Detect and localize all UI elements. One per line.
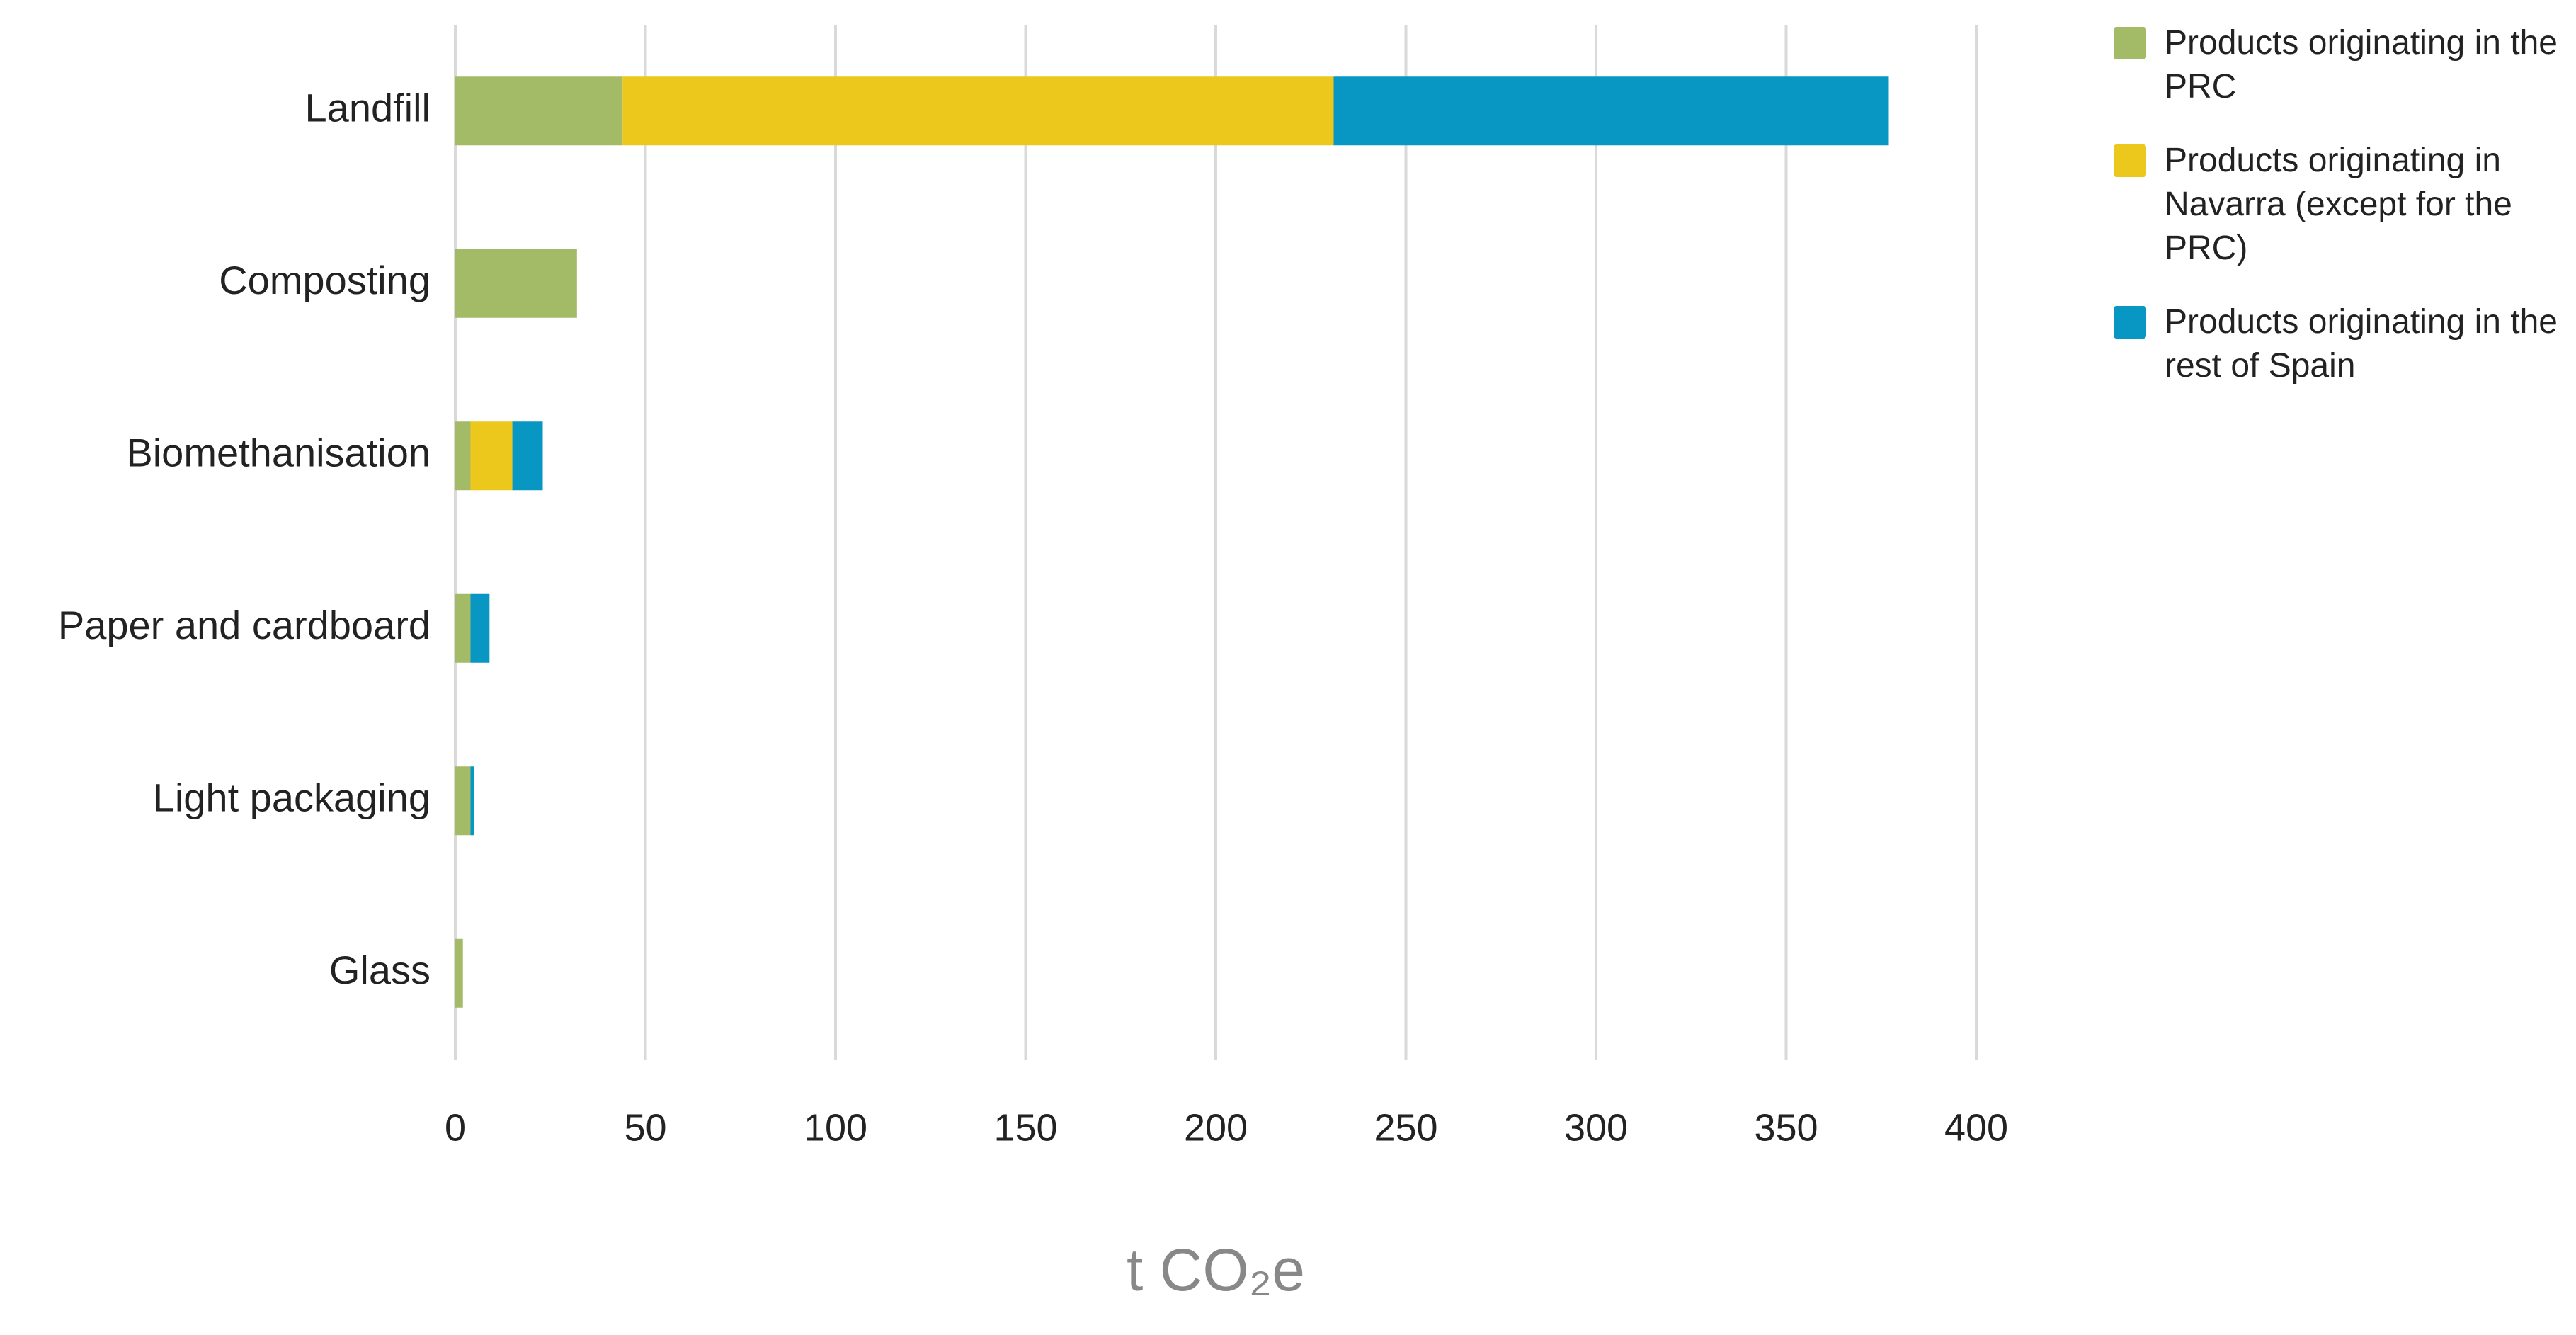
legend-item: Products originating in the PRC [2114,21,2567,109]
x-axis-label: t CO₂e [1127,1237,1305,1303]
bar-segment [512,421,543,491]
y-tick-label: Landfill [305,86,431,130]
y-tick-label: Glass [329,948,431,992]
y-tick-label: Light packaging [153,776,431,820]
bar-segment [455,766,471,836]
bar-segment [455,593,471,663]
legend-label: Products originating in the rest of Spai… [2165,303,2558,385]
x-tick-label: 300 [1564,1106,1628,1149]
x-tick-label: 150 [993,1106,1057,1149]
bar-segment [470,593,490,663]
bar-segment [455,421,471,491]
legend-item: Products originating in the rest of Spai… [2114,300,2567,388]
legend: Products originating in the PRC Products … [2114,21,2567,418]
legend-swatch [2114,306,2146,339]
bar-segment [455,938,463,1008]
x-tick-label: 200 [1184,1106,1248,1149]
x-tick-label: 100 [804,1106,867,1149]
bar-segment [470,421,513,491]
legend-item: Products originating in Navarra (except … [2114,139,2567,271]
y-tick-label: Paper and cardboard [58,603,431,647]
bar-segment [622,76,1334,146]
x-tick-label: 50 [624,1106,666,1149]
bar-segment [455,76,623,146]
legend-swatch [2114,144,2146,177]
bar-segment [1333,76,1889,146]
legend-label: Products originating in Navarra (except … [2165,142,2512,267]
y-tick-label: Composting [219,258,431,302]
x-tick-label: 250 [1374,1106,1437,1149]
x-tick-label: 0 [445,1106,466,1149]
bar-segment [470,766,474,836]
x-tick-label: 350 [1754,1106,1818,1149]
legend-swatch [2114,27,2146,59]
bar-segment [455,249,577,318]
y-tick-label: Biomethanisation [126,431,431,475]
legend-label: Products originating in the PRC [2165,24,2558,106]
x-tick-label: 400 [1944,1106,2008,1149]
